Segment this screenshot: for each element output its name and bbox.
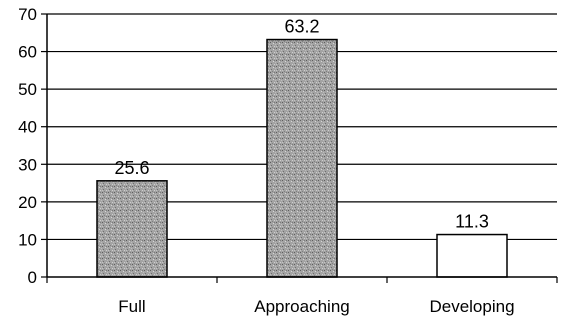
bar-developing (436, 233, 508, 278)
y-tick-label: 40 (18, 118, 37, 137)
data-label: 11.3 (455, 212, 489, 232)
y-tick-label: 30 (18, 155, 37, 174)
x-category-label: Full (118, 297, 145, 316)
y-tick-label: 50 (18, 80, 37, 99)
bar-full (96, 180, 168, 278)
y-tick-label: 0 (28, 268, 37, 287)
data-label: 25.6 (114, 158, 149, 178)
bars (96, 38, 508, 278)
y-tick-label: 70 (18, 5, 37, 24)
data-label: 63.2 (284, 17, 319, 37)
y-tick-label: 60 (18, 43, 37, 62)
labels: 0 10 20 30 40 50 60 70 25.6 Full 63.2 Approaching 11… (18, 5, 514, 316)
x-category-label: Developing (429, 297, 514, 316)
y-tick-label: 20 (18, 193, 37, 212)
x-category-label: Approaching (254, 297, 349, 316)
y-tick-label: 10 (18, 230, 37, 249)
axes (41, 13, 558, 283)
bar-approaching (266, 38, 338, 278)
